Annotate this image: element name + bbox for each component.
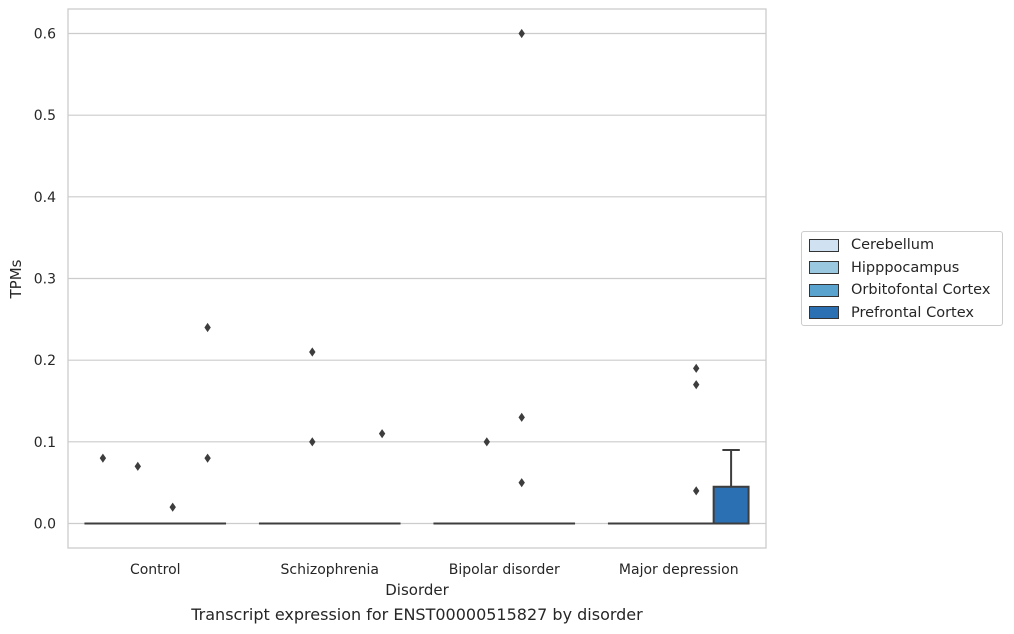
legend-item: Hipppocampus: [809, 258, 959, 278]
y-tick-label: 0.6: [34, 27, 56, 43]
y-tick-label: 0.0: [34, 517, 56, 533]
x-tick-label: Control: [130, 562, 181, 578]
outlier-point: [518, 28, 525, 39]
y-axis-title: TPMs: [7, 259, 25, 299]
box-3-3: [712, 449, 750, 525]
outlier-point: [134, 461, 141, 471]
plot-frame: [67, 8, 767, 549]
legend: Cerebellum Hipppocampus Orbitofontal Corte…: [801, 231, 1003, 326]
legend-swatch: [809, 306, 839, 319]
outlier-point: [518, 412, 525, 422]
x-tick-label: Major depression: [619, 562, 739, 578]
legend-label: Cerebellum: [851, 237, 935, 253]
outlier-point: [693, 363, 700, 373]
gridlines: [68, 32, 766, 525]
legend-item: Cerebellum: [809, 235, 934, 255]
y-tick-label: 0.4: [34, 190, 56, 206]
legend-swatch: [809, 261, 839, 274]
x-tick-label: Schizophrenia: [281, 562, 379, 578]
outlier-point: [518, 478, 525, 488]
outlier-point: [693, 380, 700, 390]
x-axis-title: Disorder: [385, 581, 449, 599]
boxes: [84, 449, 750, 525]
outlier-point: [483, 437, 490, 447]
legend-label: Prefrontal Cortex: [851, 304, 974, 321]
outliers: [99, 28, 700, 512]
legend-label: Orbitofontal Cortex: [851, 282, 991, 298]
y-tick-label: 0.1: [34, 435, 56, 451]
outlier-point: [204, 322, 211, 333]
y-tick-labels: 0.0 0.1 0.2 0.3 0.4 0.5 0.6: [34, 27, 56, 533]
y-tick-label: 0.5: [34, 108, 56, 124]
outlier-point: [309, 437, 316, 447]
outlier-point: [99, 453, 107, 463]
x-tick-labels: Control Schizophrenia Bipolar disorder Majo…: [130, 562, 739, 578]
outlier-point: [204, 453, 211, 463]
outlier-point: [378, 429, 386, 439]
outlier-point: [309, 347, 316, 357]
box-body: [712, 485, 750, 525]
chart-caption: Transcript expression for ENST0000051582…: [191, 605, 643, 624]
legend-swatch: [809, 283, 839, 297]
outlier-point: [169, 502, 176, 512]
legend-swatch: [809, 238, 839, 252]
legend-item: Prefrontal Cortex: [809, 303, 974, 323]
legend-item: Orbitofontal Cortex: [809, 280, 990, 300]
y-tick-label: 0.2: [34, 353, 56, 369]
x-tick-label: Bipolar disorder: [449, 562, 560, 578]
y-tick-label: 0.3: [34, 272, 56, 288]
legend-label: Hipppocampus: [851, 259, 960, 276]
outlier-point: [693, 486, 700, 496]
